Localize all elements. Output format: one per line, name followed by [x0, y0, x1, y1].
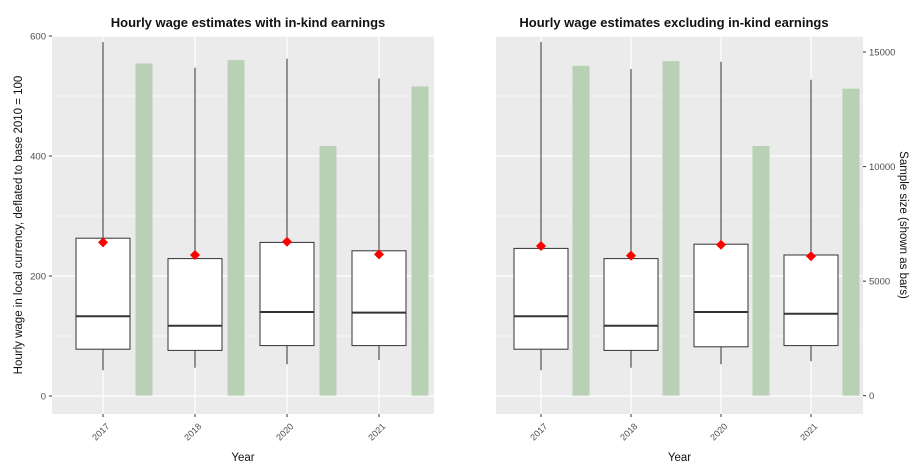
- chart-title: Hourly wage estimates with in-kind earni…: [111, 15, 386, 30]
- mean-marker: [536, 241, 546, 251]
- mean-marker: [806, 251, 816, 262]
- mean-marker: [282, 236, 292, 247]
- sample-size-bar: [319, 145, 337, 396]
- x-axis-title: Year: [668, 452, 691, 464]
- x-tick-label: 2017: [90, 421, 111, 442]
- box-iqr: [259, 241, 315, 347]
- x-axis-title: Year: [231, 452, 254, 464]
- box-iqr: [783, 254, 839, 347]
- sample-size-bar: [227, 60, 245, 396]
- box-iqr: [693, 243, 749, 348]
- y-tick-label: 600: [30, 32, 46, 43]
- x-tick-label: 2021: [366, 421, 387, 442]
- y-tick-label: 200: [30, 272, 46, 283]
- box-iqr: [603, 258, 659, 351]
- secondary-tick-label: 0: [869, 391, 874, 402]
- chart-title: Hourly wage estimates excluding in-kind …: [519, 15, 828, 30]
- secondary-axis-title: Sample size (shown as bars): [897, 151, 909, 299]
- box-iqr: [167, 258, 223, 351]
- mean-marker: [716, 239, 726, 250]
- x-tick-label: 2018: [618, 421, 639, 442]
- x-tick-label: 2021: [798, 421, 819, 442]
- y-tick-label: 0: [41, 392, 46, 403]
- secondary-tick-label: 10000: [869, 162, 895, 173]
- secondary-tick-label: 15000: [869, 48, 895, 59]
- box-iqr: [75, 237, 131, 350]
- sample-size-bar: [411, 86, 429, 396]
- y-axis-title: Hourly wage in local currency, deflated …: [13, 76, 25, 375]
- x-tick-label: 2020: [274, 421, 295, 442]
- mean-marker: [626, 250, 636, 261]
- sample-size-bar: [572, 65, 590, 396]
- mean-marker: [374, 249, 384, 260]
- mean-marker: [190, 250, 200, 260]
- sample-size-bar: [842, 88, 860, 396]
- x-tick-label: 2017: [528, 421, 549, 442]
- secondary-tick-label: 5000: [869, 277, 890, 288]
- box-iqr: [351, 250, 407, 347]
- box-iqr: [513, 247, 569, 350]
- sample-size-bar: [752, 145, 770, 396]
- x-tick-label: 2018: [182, 421, 203, 442]
- mean-marker: [98, 237, 108, 248]
- x-tick-label: 2020: [708, 421, 729, 442]
- sample-size-bar: [662, 61, 680, 396]
- y-tick-label: 400: [30, 152, 46, 163]
- sample-size-bar: [135, 63, 153, 396]
